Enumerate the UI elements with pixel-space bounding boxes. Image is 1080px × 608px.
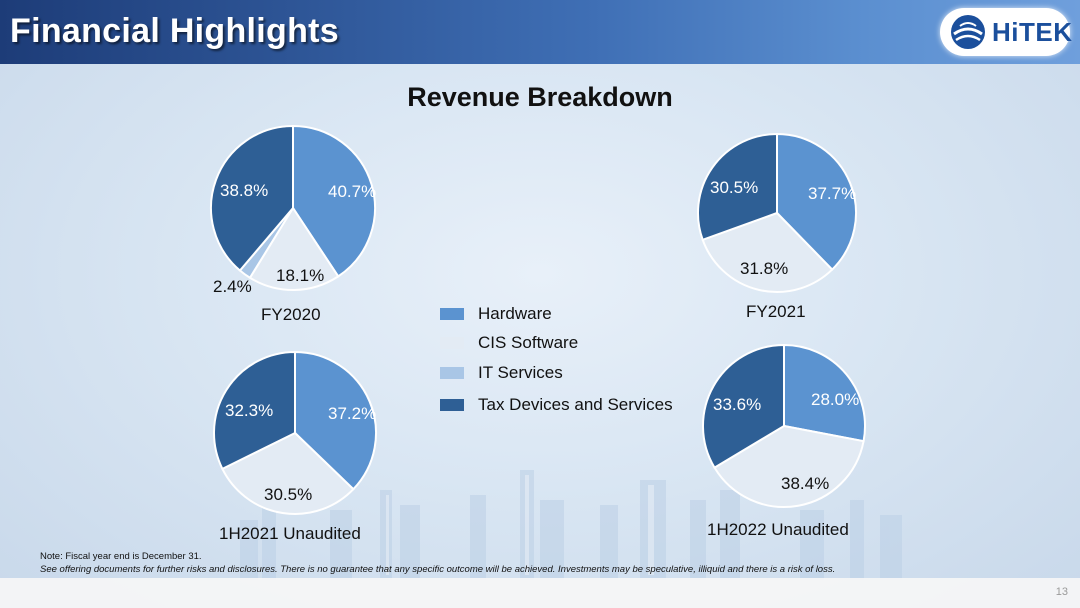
pie-slice	[783, 343, 866, 443]
legend-label: IT Services	[478, 363, 563, 382]
slice-label: 2.4%	[213, 277, 252, 296]
slice-label: 31.8%	[740, 259, 789, 278]
slice-label: 38.8%	[220, 181, 269, 200]
pie-slice	[701, 211, 834, 293]
slice-label: 30.5%	[710, 178, 759, 197]
pie-title: 1H2021 Unaudited	[219, 524, 361, 543]
slice-label: 28.0%	[811, 390, 860, 409]
slice-label: 33.6%	[713, 395, 762, 414]
pie-slice	[210, 124, 294, 272]
hitek-logo: HiTEK	[940, 8, 1073, 56]
page-title: Financial Highlights	[10, 12, 340, 50]
legend-label: CIS Software	[478, 333, 579, 352]
pie-slice	[776, 132, 857, 271]
pie-slice	[702, 343, 785, 470]
footnote-fiscal-year: Note: Fiscal year end is December 31.	[40, 551, 202, 562]
pie-slice	[213, 350, 296, 471]
legend-swatch	[440, 399, 464, 411]
footnote-disclaimer: See offering documents for further risks…	[40, 564, 836, 575]
slice-label: 40.7%	[328, 182, 377, 201]
slice-label: 30.5%	[264, 485, 313, 504]
pie-title: FY2021	[746, 302, 806, 321]
header-bar: Financial Highlights HiTEK	[0, 0, 1080, 64]
legend-swatch	[440, 337, 464, 349]
legend-swatch	[440, 308, 464, 320]
slice-label: 37.7%	[808, 184, 857, 203]
footer-bar: 13	[0, 578, 1080, 608]
pie-slice	[248, 206, 340, 291]
pie-slice	[697, 132, 778, 242]
legend-label: Tax Devices and Services	[478, 395, 673, 414]
pie-slice	[294, 350, 377, 491]
page-number: 13	[1055, 586, 1068, 598]
slice-label: 38.4%	[781, 474, 830, 493]
pie-title: FY2020	[261, 305, 321, 324]
logo-text: HiTEK	[992, 17, 1073, 47]
globe-logo-icon	[951, 15, 985, 49]
slice-label: 18.1%	[276, 266, 325, 285]
chart-title: Revenue Breakdown	[407, 82, 673, 112]
slice-label: 32.3%	[225, 401, 274, 420]
slice-label: 37.2%	[328, 404, 377, 423]
legend-swatch	[440, 367, 464, 379]
legend-label: Hardware	[478, 304, 552, 323]
pie-title: 1H2022 Unaudited	[707, 520, 849, 539]
